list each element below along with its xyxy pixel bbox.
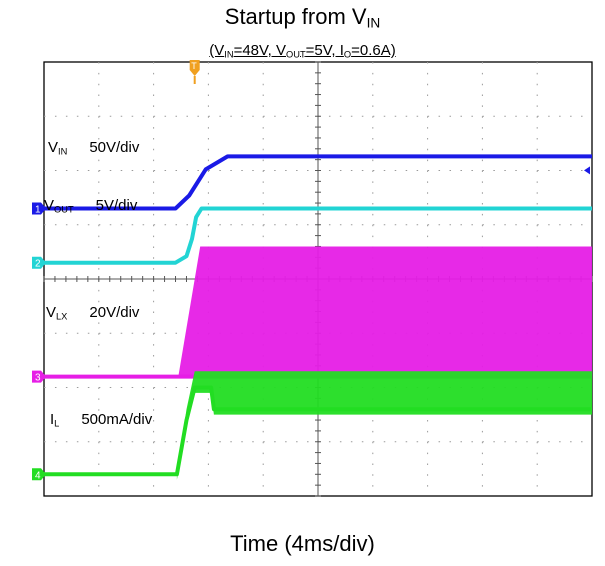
channel-marker-ch2 (32, 256, 46, 269)
subtitle-part: OUT (286, 49, 306, 60)
trigger-marker (189, 60, 200, 76)
x-axis-label: Time (4ms/div) (230, 531, 375, 556)
channel-marker-ch4 (32, 468, 46, 481)
channel-number-ch3: 3 (35, 373, 41, 384)
trace-ch1 (44, 154, 592, 211)
chart-title: Startup from VIN (224, 4, 381, 31)
channel-marker-ch1 (32, 202, 46, 215)
series-label-ch3: VLX 20V/div (46, 304, 139, 321)
subtitle-part: (V (209, 42, 225, 59)
level-marker-ch1 (584, 166, 590, 175)
series-scale: 5V/div (95, 197, 138, 214)
subtitle-part: =0.6A) (351, 42, 396, 59)
trace-ch4 (44, 385, 592, 477)
subtitle-part: =5V, I (305, 42, 344, 59)
subtitle-part: IN (224, 49, 234, 60)
switching-band-ch4 (176, 371, 592, 480)
series-label-ch2: VOUT 5V/div (44, 197, 137, 214)
subtitle-part: O (343, 49, 352, 60)
series-name-sub: L (54, 418, 60, 429)
channel-number-ch2: 2 (35, 259, 41, 270)
channel-marker-ch3 (32, 370, 46, 383)
series-label-ch1: VIN 50V/div (48, 139, 139, 156)
channel-number-ch1: 1 (35, 204, 41, 215)
series-name: V (46, 304, 57, 321)
channel-number-ch4: 4 (35, 470, 41, 481)
series-name-sub: OUT (54, 204, 74, 215)
series-label-ch4: IL 500mA/div (50, 411, 152, 428)
series-scale: 50V/div (89, 139, 140, 156)
series-scale: 20V/div (89, 304, 140, 321)
series-scale: 500mA/div (81, 411, 153, 428)
series-name: V (48, 139, 59, 156)
series-name: I (50, 411, 55, 428)
chart-subtitle: (VIN=48V, VOUT=5V, IO=0.6A) (0, 42, 605, 59)
series-name-sub: LX (56, 311, 68, 322)
series-name: V (44, 197, 55, 214)
trigger-letter: T (191, 61, 197, 71)
trace-ch2 (44, 206, 592, 265)
subtitle-part: =48V, V (233, 42, 286, 59)
series-name-sub: IN (58, 146, 68, 157)
switching-band-ch3 (178, 246, 593, 377)
